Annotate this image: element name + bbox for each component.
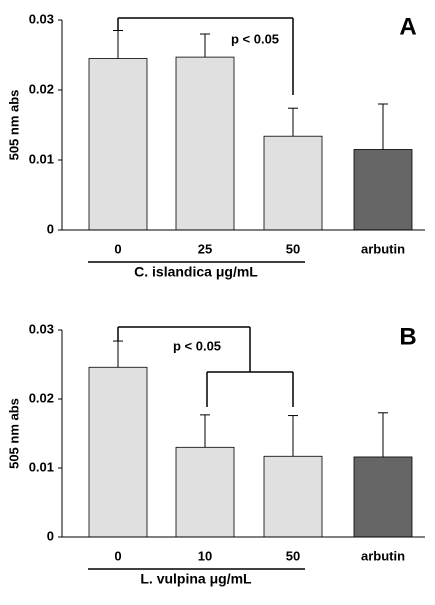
panel-label: B — [399, 323, 416, 350]
x-tick-label: 0 — [114, 548, 121, 563]
annotation: p < 0.05 — [173, 338, 221, 353]
x-tick-label: 0 — [114, 241, 121, 256]
y-axis-label: 505 nm abs — [6, 398, 21, 469]
y-tick-label: 0.02 — [29, 390, 54, 405]
y-tick-label: 0 — [47, 528, 54, 543]
bar — [353, 149, 413, 231]
x-tick-label: 25 — [198, 241, 212, 256]
bar — [88, 366, 148, 538]
x-tick-label: 50 — [286, 241, 300, 256]
y-tick-label: 0.03 — [29, 11, 54, 26]
bar — [88, 58, 148, 231]
bar — [353, 456, 413, 538]
bar — [175, 56, 235, 231]
y-tick-label: 0 — [47, 221, 54, 236]
y-tick-label: 0.03 — [29, 321, 54, 336]
group-label: L. vulpina μg/mL — [140, 571, 252, 587]
y-tick-label: 0.01 — [29, 151, 54, 166]
x-tick-label: 50 — [286, 548, 300, 563]
panel-label: A — [399, 13, 416, 40]
x-tick-label: 10 — [198, 548, 212, 563]
annotation: p < 0.05 — [231, 31, 279, 46]
y-axis-label: 505 nm abs — [6, 90, 21, 161]
x-tick-label: arbutin — [361, 241, 405, 256]
bar — [175, 446, 235, 538]
bar — [263, 135, 323, 231]
x-tick-label: arbutin — [361, 548, 405, 563]
bar — [263, 455, 323, 538]
group-label: C. islandica μg/mL — [134, 264, 258, 280]
y-tick-label: 0.01 — [29, 459, 54, 474]
y-tick-label: 0.02 — [29, 81, 54, 96]
